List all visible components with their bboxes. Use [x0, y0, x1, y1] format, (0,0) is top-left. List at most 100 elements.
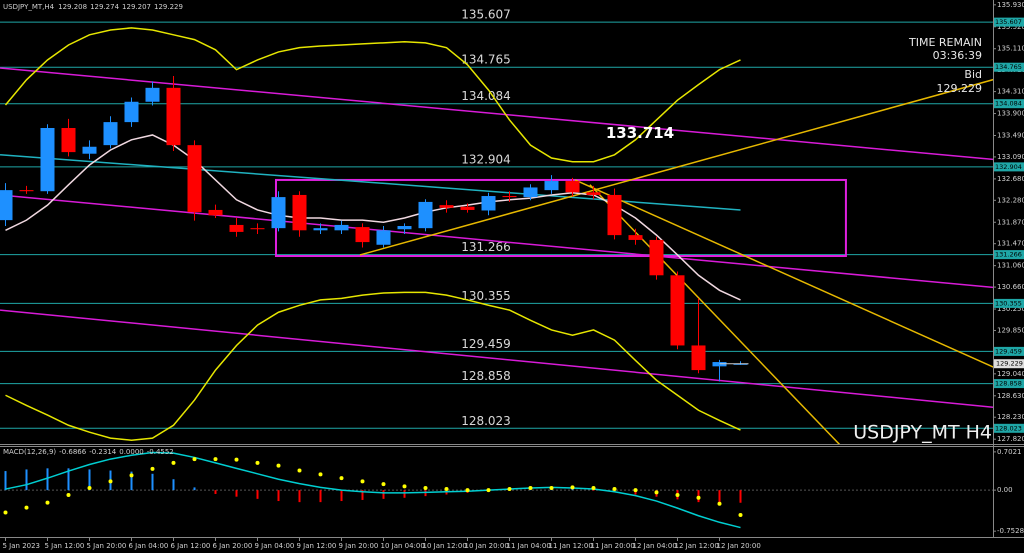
level-axis-box [994, 250, 1024, 260]
bid: 129.229 [937, 82, 983, 95]
signal-dot [87, 485, 92, 490]
histogram-bar [151, 473, 154, 491]
histogram-bar [424, 490, 427, 497]
y-tick-label: 0.00 [997, 486, 1013, 494]
bid-axis-box [994, 359, 1024, 369]
candle-body [61, 128, 76, 153]
x-tick-label: 10 Jan 12:00 [423, 542, 467, 550]
candle-body [187, 145, 202, 213]
trend-line [0, 194, 993, 289]
x-tick-label: 6 Jan 20:00 [213, 542, 253, 550]
signal-dot [654, 490, 659, 495]
candle-body [628, 235, 643, 240]
candle-body [397, 226, 412, 230]
candle-body [82, 146, 97, 154]
histogram-bar [214, 490, 217, 494]
signal-dot [108, 479, 113, 484]
signal-dot [465, 488, 470, 493]
indicator-line [5, 291, 741, 442]
y-tick-label: 133.490 [997, 132, 1024, 140]
labels: USDJPY_MT,H4 129.208 129.274 129.207 129.229… [3, 3, 992, 456]
level-axis-box [994, 99, 1024, 109]
y-tick-label: 131.470 [997, 240, 1024, 248]
level-axis-label: 130.355 [995, 299, 1022, 307]
signal-dot [717, 501, 722, 506]
candle-body [565, 181, 580, 193]
candle-body [481, 196, 496, 211]
signal-dot [45, 500, 50, 505]
histogram-bar [382, 490, 385, 499]
signal-dot [423, 485, 428, 490]
histogram-bar [46, 468, 49, 491]
macd-value: -0.6866 [59, 448, 87, 456]
histogram-bar [592, 490, 595, 491]
candle-body [376, 230, 391, 245]
histogram-bar [634, 490, 637, 495]
y-tick-label: 133.900 [997, 110, 1024, 118]
y-tick-label: 132.680 [997, 175, 1024, 183]
x-tick-label: 12 Jan 04:00 [633, 542, 677, 550]
signal-dot [360, 479, 365, 484]
signal-dot [591, 485, 596, 490]
y-tick-label: 127.820 [997, 435, 1024, 443]
x-tick-label: 5 Jan 12:00 [45, 542, 85, 550]
histogram-bar [571, 489, 574, 491]
level-axis-label: 128.023 [995, 424, 1022, 432]
candle-body [733, 363, 748, 365]
histogram-bar [256, 490, 259, 499]
candle-body [145, 87, 160, 102]
watermark: USDJPY_MT H4 [853, 422, 992, 444]
histogram-bar [67, 468, 70, 491]
level-axis-label: 135.607 [995, 18, 1022, 26]
last-open: 129.208 [58, 3, 87, 11]
macd-title: MACD(12,26,9) [3, 448, 56, 456]
level-axis-label: 129.459 [995, 347, 1022, 355]
level-axis-box [994, 298, 1024, 308]
level-label: 129.459 [461, 337, 511, 351]
x-tick-label: 11 Jan 12:00 [549, 542, 593, 550]
level-axis-box [994, 423, 1024, 433]
signal-dot [129, 473, 134, 478]
level-axis-label: 132.904 [995, 163, 1022, 171]
candle-body [691, 345, 706, 371]
y-tick-label: 130.660 [997, 283, 1024, 291]
y-tick-label: 128.630 [997, 392, 1024, 400]
histogram-bar [319, 490, 322, 503]
candle-body [523, 187, 538, 198]
histogram-bar [277, 490, 280, 502]
level-axis-label: 134.084 [995, 100, 1022, 108]
signal-dot [66, 493, 71, 498]
chart-header: USDJPY_MT,H4 129.208 129.274 129.207 129.229 [3, 3, 183, 11]
signal-dot [612, 487, 617, 492]
histogram-bar [25, 469, 28, 491]
level-label: 132.904 [461, 152, 511, 166]
signal-dot [24, 505, 29, 510]
symbol: USDJPY_MT,H4 [3, 3, 55, 11]
candle-body [19, 190, 34, 192]
signal-dot [339, 476, 344, 481]
signal-dot [255, 460, 260, 465]
y-tick-label: 134.310 [997, 88, 1024, 96]
level-axis-label: 131.266 [995, 251, 1022, 259]
x-tick-label: 6 Jan 12:00 [171, 542, 211, 550]
timer-label: TIME REMAIN [908, 36, 982, 49]
candle-body [418, 201, 433, 229]
y-tick-label: 130.250 [997, 305, 1024, 313]
x-tick-label: 5 Jan 20:00 [87, 542, 127, 550]
histogram-bar [403, 490, 406, 498]
trend-line [589, 184, 841, 444]
candle-body [502, 196, 517, 198]
candle-body [292, 194, 307, 231]
bid-axis-label: 129.229 [996, 360, 1023, 368]
y-tick-label: 135.520 [997, 23, 1024, 31]
candle-body [439, 205, 454, 208]
histogram-bar [172, 479, 175, 491]
candle-body [670, 275, 685, 346]
histogram-bar [298, 490, 301, 503]
candle-body [460, 206, 475, 210]
candle-body [124, 101, 139, 123]
histogram-bar [235, 490, 238, 497]
candle-body [586, 192, 601, 195]
x-tick-label: 12 Jan 12:00 [675, 542, 719, 550]
